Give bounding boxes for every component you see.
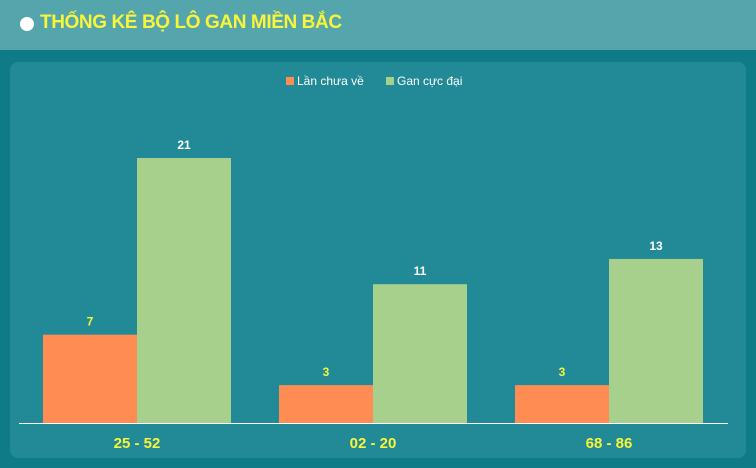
bar-1-2[interactable] (279, 385, 373, 423)
category-label-2: 02 - 20 (350, 435, 397, 452)
category-label-3: 68 - 86 (586, 435, 633, 452)
bullet-icon (20, 17, 34, 31)
chart-panel: Lần chưa về Gan cực đại 7 21 25 - 52 3 11 02 - … (10, 62, 746, 458)
legend-label-1: Lần chưa về (297, 74, 364, 88)
category-label-1: 25 - 52 (114, 435, 161, 452)
bar-1-3[interactable] (515, 385, 609, 423)
value-label-1-1: 7 (87, 315, 94, 329)
value-label-1-3: 3 (559, 365, 566, 379)
bar-1-1[interactable] (43, 334, 137, 423)
bar-2-2[interactable] (373, 284, 467, 423)
bar-2-3[interactable] (609, 258, 703, 423)
bar-2-1[interactable] (137, 158, 231, 423)
value-label-2-3: 13 (649, 239, 663, 253)
value-label-1-2: 3 (323, 365, 330, 379)
legend-label-2: Gan cực đại (397, 74, 462, 88)
legend-swatch-2 (386, 77, 394, 85)
value-label-2-1: 21 (177, 138, 191, 152)
legend-swatch-1 (286, 77, 294, 85)
header-bar: THỐNG KÊ BỘ LÔ GAN MIỀN BẮC (0, 0, 756, 50)
bar-chart: Lần chưa về Gan cực đại 7 21 25 - 52 3 11 02 - … (19, 74, 728, 452)
page-title: THỐNG KÊ BỘ LÔ GAN MIỀN BẮC (40, 12, 342, 33)
value-label-2-2: 11 (414, 264, 427, 278)
